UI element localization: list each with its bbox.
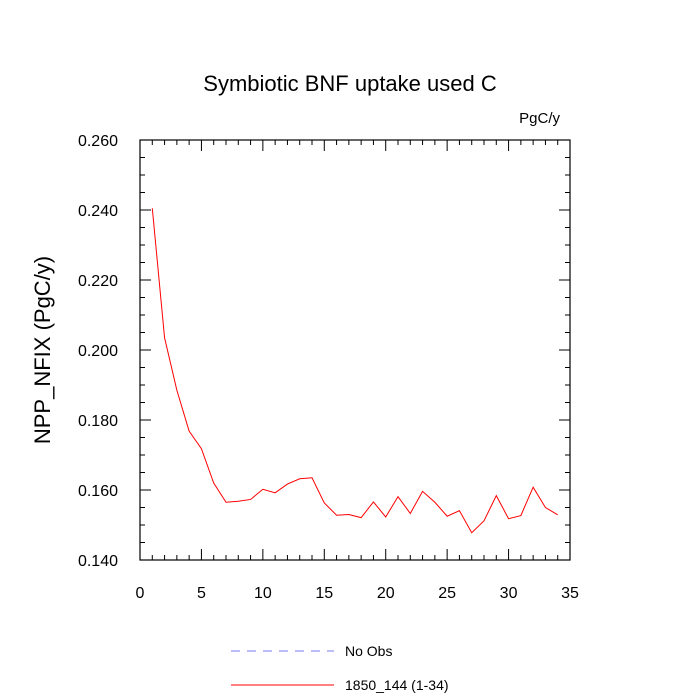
- y-tick-label: 0.240: [78, 203, 118, 220]
- legend: No Obs 1850_144 (1-34): [231, 643, 449, 693]
- x-tick-label: 30: [500, 585, 518, 602]
- axis-ticks: [139, 139, 571, 561]
- y-tick-label: 0.160: [78, 483, 118, 500]
- x-tick-label: 25: [438, 585, 456, 602]
- y-axis-title: NPP_NFIX (PgC/y): [30, 256, 55, 444]
- plot-frame: [139, 139, 571, 561]
- x-tick-labels: 0 5 10 15 20 25 30 35: [136, 585, 579, 602]
- x-tick-label: 0: [136, 585, 145, 602]
- units-label: PgC/y: [519, 110, 560, 127]
- y-tick-label: 0.140: [78, 553, 118, 570]
- y-tick-label: 0.260: [78, 133, 118, 150]
- x-tick-label: 5: [197, 585, 206, 602]
- y-tick-label: 0.220: [78, 273, 118, 290]
- series-layer: [151, 208, 558, 534]
- x-tick-label: 35: [561, 585, 579, 602]
- x-tick-label: 10: [254, 585, 272, 602]
- legend-label: No Obs: [345, 643, 392, 659]
- series-line: [151, 208, 558, 534]
- legend-label: 1850_144 (1-34): [345, 677, 449, 693]
- y-tick-labels: 0.140 0.160 0.180 0.200 0.220 0.240 0.260: [78, 133, 118, 570]
- x-tick-label: 15: [315, 585, 333, 602]
- y-tick-label: 0.180: [78, 413, 118, 430]
- x-tick-label: 20: [377, 585, 395, 602]
- chart-title: Symbiotic BNF uptake used C: [203, 71, 497, 96]
- y-tick-label: 0.200: [78, 343, 118, 360]
